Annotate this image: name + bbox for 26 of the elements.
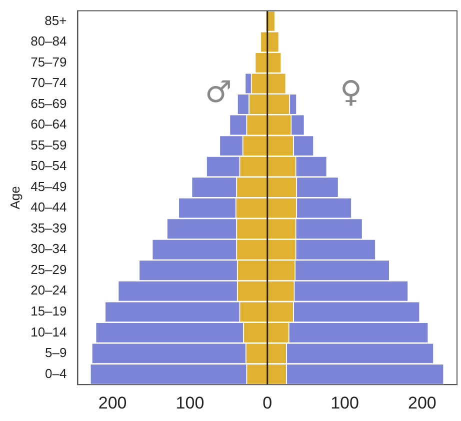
y-tick-label: 60–64	[30, 116, 67, 132]
y-tick-label: 30–34	[30, 241, 67, 256]
annotation: ♀	[340, 75, 362, 110]
x-tick-label: 0	[262, 393, 272, 412]
y-tick-label: 70–74	[30, 75, 67, 90]
y-tick-label: 20–24	[30, 282, 67, 298]
y-tick-label: 55–59	[30, 137, 67, 152]
x-tick-label: 200	[98, 393, 127, 412]
x-tick-label: 200	[408, 393, 436, 412]
y-tick-label: 65–69	[30, 96, 67, 111]
y-axis-title: Age	[7, 186, 22, 210]
y-tick-label: 40–44	[30, 200, 67, 215]
y-tick-label: 10–14	[30, 324, 67, 340]
y-tick-label: 5–9	[45, 345, 67, 360]
y-tick-label: 75–79	[30, 54, 67, 70]
y-tick-label: 25–29	[30, 262, 67, 277]
y-tick-label: 0–4	[45, 366, 67, 381]
y-tick-label: 35–39	[30, 220, 67, 236]
y-tick-label: 45–49	[30, 178, 67, 194]
y-tick-label: 15–19	[30, 303, 67, 318]
y-tick-label: 85+	[44, 12, 67, 28]
y-tick-label: 80–84	[30, 34, 67, 49]
y-tick-label: 50–54	[30, 158, 67, 174]
annotation: ♂	[205, 75, 232, 110]
x-tick-label: 100	[176, 393, 204, 412]
x-tick-label: 100	[330, 393, 359, 412]
